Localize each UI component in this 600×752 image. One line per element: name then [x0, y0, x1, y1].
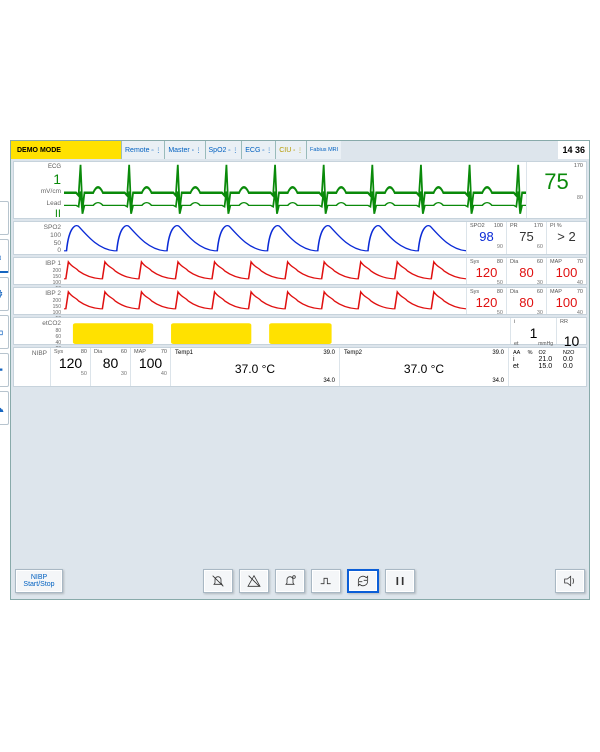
- row-spo2[interactable]: SPO2100500 SPO2100 98 90 PR170 75 60 PI …: [13, 221, 587, 255]
- param-spo2: SPO2100 98 90: [466, 222, 506, 254]
- param-etco2-i: i1 etmmHg50: [510, 318, 556, 344]
- param-sys: Sys80 120 50: [466, 258, 506, 284]
- top-bar: DEMO MODE Remote▫ ⋮Master▫ ⋮SpO2▫ ⋮ECG▫ …: [11, 141, 589, 159]
- pause-button[interactable]: [385, 569, 415, 593]
- topbar-spo2-button[interactable]: SpO2▫ ⋮: [205, 141, 242, 159]
- alarm-limits-button[interactable]: [239, 569, 269, 593]
- param-hr: 170 75 80: [526, 162, 586, 218]
- sidebar-home-button[interactable]: ⌂: [0, 239, 9, 273]
- row-bottom: NIBP Sys80120 50 Dia6080 30 MAP70100 40 …: [13, 347, 587, 387]
- sidebar-settings-button[interactable]: ⚙: [0, 277, 9, 311]
- alarm-config-button[interactable]: [275, 569, 305, 593]
- topbar-fabius-mri-button[interactable]: Fabius MRI: [306, 141, 341, 159]
- alarm-silence-button[interactable]: [203, 569, 233, 593]
- agent-panel: AA%O2N2O i21.00.0 et15.00.0: [508, 348, 586, 386]
- param-dia: Dia60 80 30: [506, 258, 546, 284]
- row-etco2[interactable]: etCO2806040200 i1 etmmHg50 RR10: [13, 317, 587, 345]
- footer-toolbar: NIBP Start/Stop: [11, 567, 589, 595]
- nibp-map: MAP70100 40: [130, 348, 170, 386]
- param-pi: PI % > 2: [546, 222, 586, 254]
- temp1: Temp139.0 37.0 °C 34.0: [170, 348, 339, 386]
- param-map: MAP70 100 40: [546, 288, 586, 314]
- topbar-remote-button[interactable]: Remote▫ ⋮: [121, 141, 164, 159]
- row-ibp2[interactable]: IBP 2200150100500 Sys80 120 50 Dia60 80 …: [13, 287, 587, 315]
- param-dia: Dia60 80 30: [506, 288, 546, 314]
- sidebar-case-button[interactable]: ✚: [0, 353, 9, 387]
- volume-button[interactable]: [555, 569, 585, 593]
- monitor-screen: DEMO MODE Remote▫ ⋮Master▫ ⋮SpO2▫ ⋮ECG▫ …: [10, 140, 590, 600]
- nibp-dia: Dia6080 30: [90, 348, 130, 386]
- topbar-master-button[interactable]: Master▫ ⋮: [164, 141, 204, 159]
- topbar-ciu-button[interactable]: CIU▫ ⋮: [275, 141, 306, 159]
- row-ibp1[interactable]: IBP 1200150100500 Sys80 120 50 Dia60 80 …: [13, 257, 587, 285]
- sidebar-patients-button[interactable]: ⋮: [0, 201, 9, 235]
- sync-button[interactable]: [347, 569, 379, 593]
- clock: 14 36: [558, 141, 589, 159]
- topbar-ecg-button[interactable]: ECG▫ ⋮: [241, 141, 275, 159]
- sidebar-cloud-button[interactable]: ☁: [0, 391, 9, 425]
- temp2: Temp239.0 37.0 °C 34.0: [339, 348, 508, 386]
- row-ecg[interactable]: ECG 1 mV/cmLead II 170 75 80: [13, 161, 587, 219]
- sidebar-bed-button[interactable]: ▭: [0, 315, 9, 349]
- sidebar: ⋮ ⌂ ⚙ ▭ ✚ ☁: [0, 201, 11, 425]
- waveform-area: ECG 1 mV/cmLead II 170 75 80 SPO2100500 …: [13, 161, 587, 389]
- nibp-start-stop-button[interactable]: NIBP Start/Stop: [15, 569, 63, 593]
- freeze-button[interactable]: [311, 569, 341, 593]
- nibp-sys: Sys80120 50: [50, 348, 90, 386]
- param-rr: RR10: [556, 318, 586, 344]
- demo-mode-badge: DEMO MODE: [11, 141, 121, 159]
- param-sys: Sys80 120 50: [466, 288, 506, 314]
- param-map: MAP70 100 40: [546, 258, 586, 284]
- param-pr: PR170 75 60: [506, 222, 546, 254]
